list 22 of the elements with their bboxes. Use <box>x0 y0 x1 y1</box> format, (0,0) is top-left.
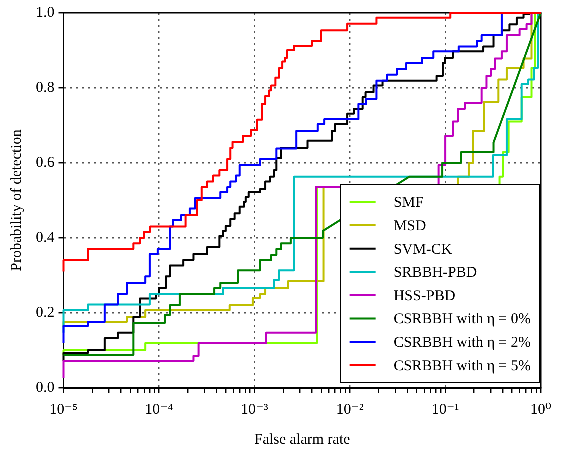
legend-label: SMF <box>394 195 424 212</box>
x-tick-label: 10⁻⁵ <box>50 402 78 418</box>
legend-label: CSRBBH with η = 5% <box>394 358 532 374</box>
y-tick-label: 0.8 <box>36 80 55 96</box>
x-axis-title: False alarm rate <box>254 432 351 448</box>
x-tick-label: 10⁻¹ <box>432 402 460 418</box>
legend-label: MSD <box>394 218 427 234</box>
y-tick-label: 0.2 <box>36 304 55 321</box>
y-tick-label: 1.0 <box>36 4 55 21</box>
y-tick-label: 0.6 <box>36 154 56 171</box>
legend-label: SVM-CK <box>394 242 452 258</box>
legend-label: CSRBBH with η = 2% <box>394 334 532 351</box>
y-axis-title: Probability of detection <box>8 129 25 272</box>
legend-label: CSRBBH with η = 0% <box>394 312 532 328</box>
y-tick-label: 0.4 <box>36 230 56 246</box>
x-tick-label: 10⁻⁴ <box>145 402 174 418</box>
x-tick-label: 10⁻² <box>336 402 364 418</box>
y-tick-label: 0.0 <box>36 380 55 396</box>
x-tick-label: 10⁻³ <box>240 402 269 418</box>
legend-label: SRBBH-PBD <box>394 265 478 282</box>
legend-label: HSS-PBD <box>394 288 456 304</box>
x-tick-label: 10⁰ <box>530 402 552 418</box>
